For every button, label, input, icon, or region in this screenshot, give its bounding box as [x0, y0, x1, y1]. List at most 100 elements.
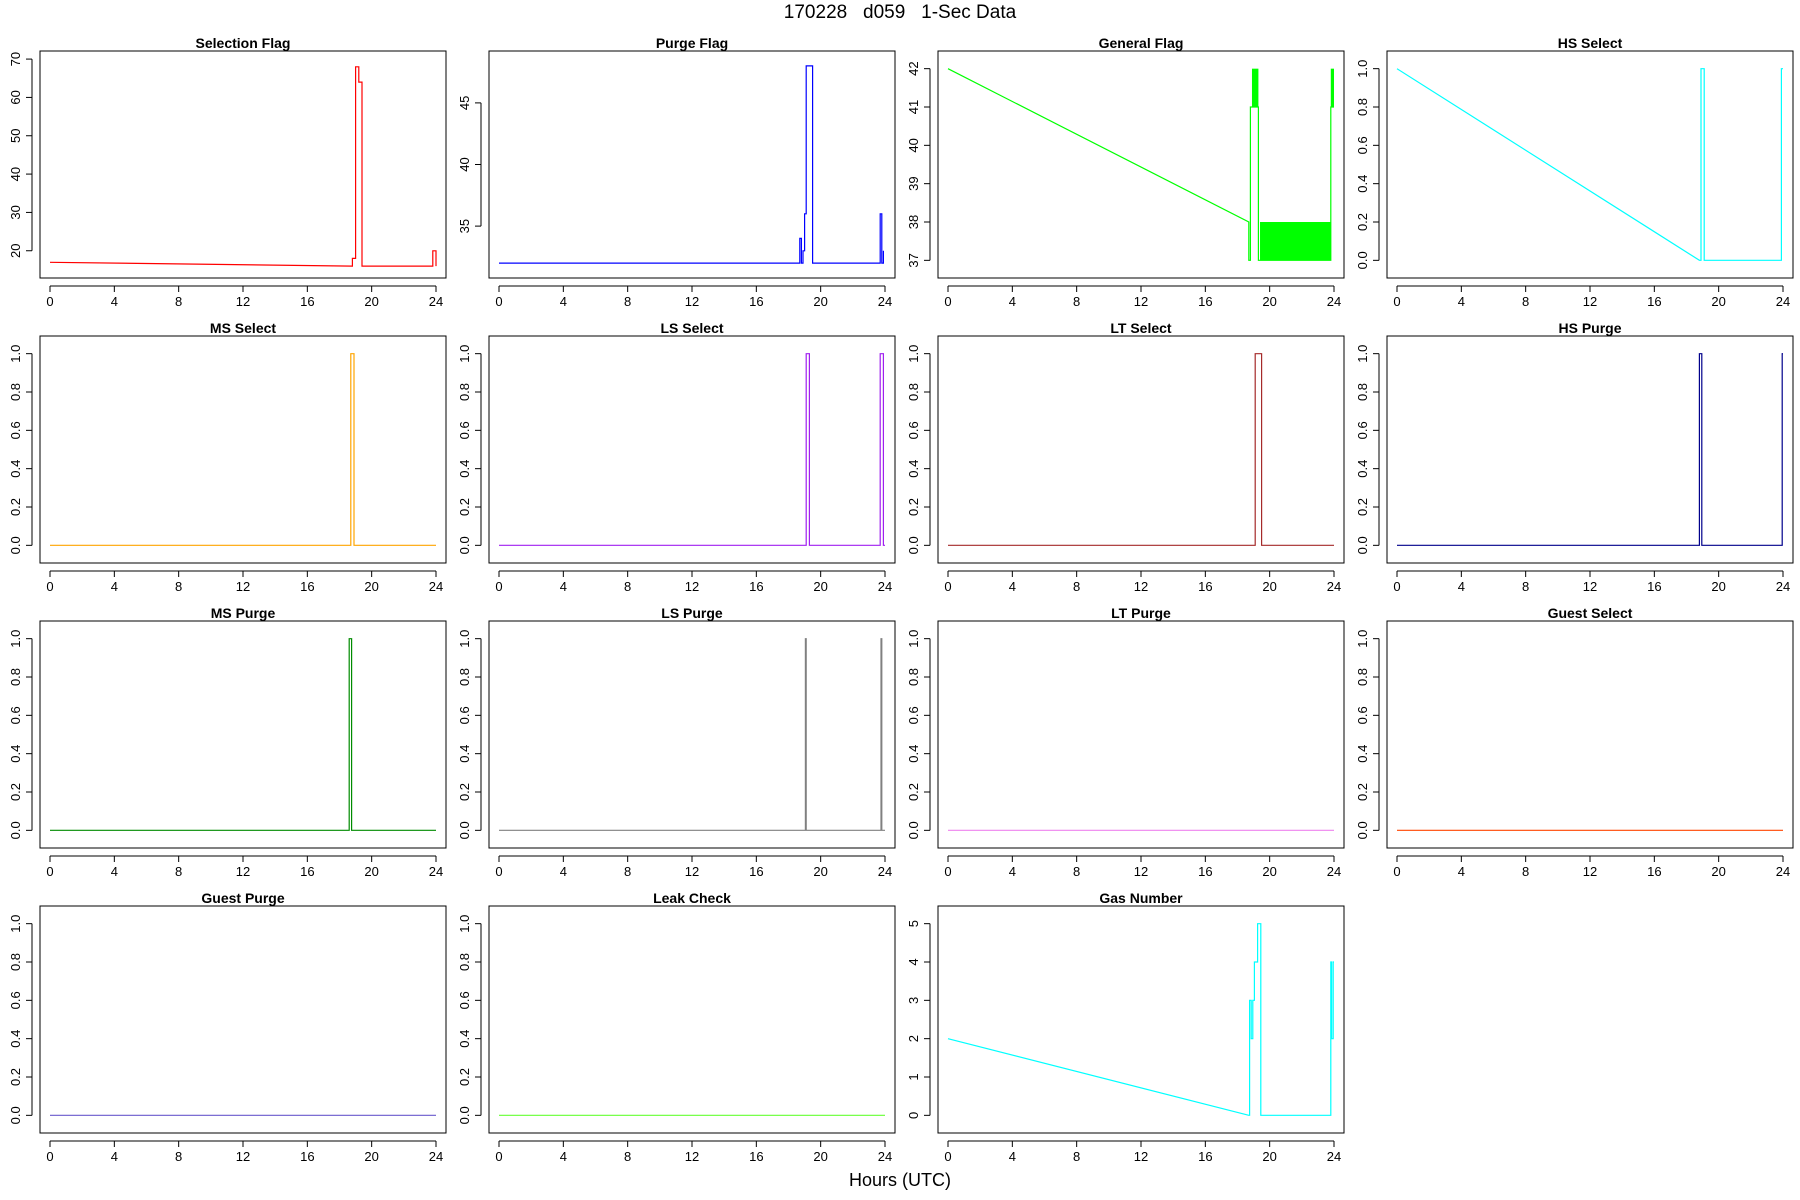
x-tick-label: 4 — [1458, 579, 1465, 594]
panel-title: HS Purge — [1558, 320, 1621, 336]
x-tick-label: 20 — [813, 294, 827, 309]
x-tick-label: 24 — [429, 579, 443, 594]
panel-11: LT Purge 0 4 8 12 16 20 24 0.0 0.2 0.4 0.6 0.8 1.0 — [906, 605, 1345, 879]
x-tick-label: 8 — [624, 294, 631, 309]
y-tick-label: 1.0 — [906, 345, 921, 363]
plot-frame — [488, 905, 896, 1134]
y-tick-label: 0.6 — [457, 991, 472, 1009]
x-tick-label: 4 — [560, 1149, 567, 1164]
plot-frame — [39, 50, 447, 279]
x-tick-label: 12 — [685, 294, 699, 309]
x-tick-label: 0 — [495, 579, 502, 594]
y-tick-label: 0.2 — [457, 783, 472, 801]
plot-frame — [39, 905, 447, 1134]
x-tick-label: 8 — [1073, 294, 1080, 309]
y-tick-label: 0.0 — [457, 1106, 472, 1124]
plot-frame — [488, 620, 896, 849]
x-tick-label: 16 — [300, 1149, 314, 1164]
x-tick-label: 16 — [1647, 294, 1661, 309]
plot-frame — [1386, 620, 1794, 849]
x-tick-label: 4 — [560, 294, 567, 309]
y-tick-label: 0.4 — [906, 745, 921, 763]
y-tick-label: 70 — [8, 52, 23, 66]
y-tick-label: 0.4 — [457, 1030, 472, 1048]
y-tick-label: 0.0 — [906, 536, 921, 554]
panel-1: Selection Flag 0 4 8 12 16 20 24 20 30 40 50 60 70 — [8, 35, 447, 309]
x-tick-label: 12 — [236, 579, 250, 594]
x-tick-label: 0 — [944, 864, 951, 879]
x-tick-label: 24 — [1327, 1149, 1341, 1164]
y-tick-label: 0.6 — [8, 991, 23, 1009]
y-tick-label: 0.0 — [8, 1106, 23, 1124]
x-tick-label: 20 — [1262, 864, 1276, 879]
panel-6: LS Select 0 4 8 12 16 20 24 0.0 0.2 0.4 0.6 0.8 1.0 — [457, 320, 896, 594]
plot-frame — [937, 50, 1345, 279]
y-tick-label: 0.8 — [1355, 383, 1370, 401]
y-tick-label: 2 — [906, 1035, 921, 1042]
panel-12: Guest Select 0 4 8 12 16 20 24 0.0 0.2 0.4 0.6 0.8 1.… — [1355, 605, 1794, 879]
panel-title: Guest Select — [1548, 605, 1633, 621]
panel-title: LT Purge — [1111, 605, 1171, 621]
x-tick-label: 4 — [111, 1149, 118, 1164]
y-tick-label: 0.8 — [1355, 98, 1370, 116]
y-tick-label: 0.0 — [906, 821, 921, 839]
x-tick-label: 20 — [1262, 294, 1276, 309]
x-tick-label: 16 — [300, 579, 314, 594]
panel-title: LS Purge — [661, 605, 723, 621]
x-tick-label: 8 — [175, 864, 182, 879]
x-tick-label: 12 — [236, 294, 250, 309]
x-tick-label: 0 — [944, 294, 951, 309]
x-tick-label: 16 — [1198, 864, 1212, 879]
y-tick-label: 0.6 — [8, 421, 23, 439]
x-tick-label: 0 — [1393, 864, 1400, 879]
y-tick-label: 0.4 — [8, 1030, 23, 1048]
x-tick-label: 0 — [944, 579, 951, 594]
x-tick-label: 8 — [624, 579, 631, 594]
series-line — [947, 68, 1334, 261]
x-tick-label: 20 — [1262, 579, 1276, 594]
plot-frame — [39, 620, 447, 849]
panel-title: LS Select — [660, 320, 723, 336]
y-tick-label: 0.6 — [906, 421, 921, 439]
x-tick-label: 8 — [1522, 579, 1529, 594]
series-line — [499, 65, 885, 264]
y-tick-label: 0.0 — [1355, 251, 1370, 269]
x-tick-label: 24 — [1327, 294, 1341, 309]
x-tick-label: 4 — [1009, 579, 1016, 594]
x-tick-label: 0 — [944, 1149, 951, 1164]
x-tick-label: 24 — [1327, 579, 1341, 594]
y-tick-label: 35 — [457, 219, 472, 233]
x-tick-label: 12 — [1134, 864, 1148, 879]
x-tick-label: 20 — [813, 1149, 827, 1164]
y-tick-label: 0.2 — [457, 498, 472, 516]
series-line — [1397, 353, 1783, 546]
y-tick-label: 40 — [8, 167, 23, 181]
x-tick-label: 8 — [1522, 864, 1529, 879]
plot-frame — [39, 335, 447, 564]
x-tick-label: 8 — [175, 294, 182, 309]
x-tick-label: 20 — [364, 864, 378, 879]
x-tick-label: 16 — [300, 294, 314, 309]
y-tick-label: 39 — [906, 176, 921, 190]
y-tick-label: 0.4 — [8, 745, 23, 763]
x-tick-label: 16 — [1198, 579, 1212, 594]
x-tick-label: 8 — [1073, 864, 1080, 879]
panel-title: MS Select — [210, 320, 276, 336]
x-tick-label: 20 — [813, 864, 827, 879]
panel-title: Guest Purge — [201, 890, 284, 906]
panel-3: General Flag 0 4 8 12 16 20 24 37 38 39 40 41 42 — [906, 35, 1345, 309]
plot-frame — [937, 335, 1345, 564]
y-tick-label: 0 — [906, 1112, 921, 1119]
y-tick-label: 20 — [8, 244, 23, 258]
y-tick-label: 1.0 — [1355, 345, 1370, 363]
data-band — [1251, 68, 1259, 107]
y-tick-label: 0.8 — [8, 668, 23, 686]
y-tick-label: 0.2 — [1355, 783, 1370, 801]
x-tick-label: 0 — [1393, 579, 1400, 594]
x-tick-label: 12 — [236, 1149, 250, 1164]
x-tick-label: 12 — [685, 579, 699, 594]
y-tick-label: 0.2 — [8, 1068, 23, 1086]
y-tick-label: 30 — [8, 205, 23, 219]
x-tick-label: 12 — [1583, 864, 1597, 879]
